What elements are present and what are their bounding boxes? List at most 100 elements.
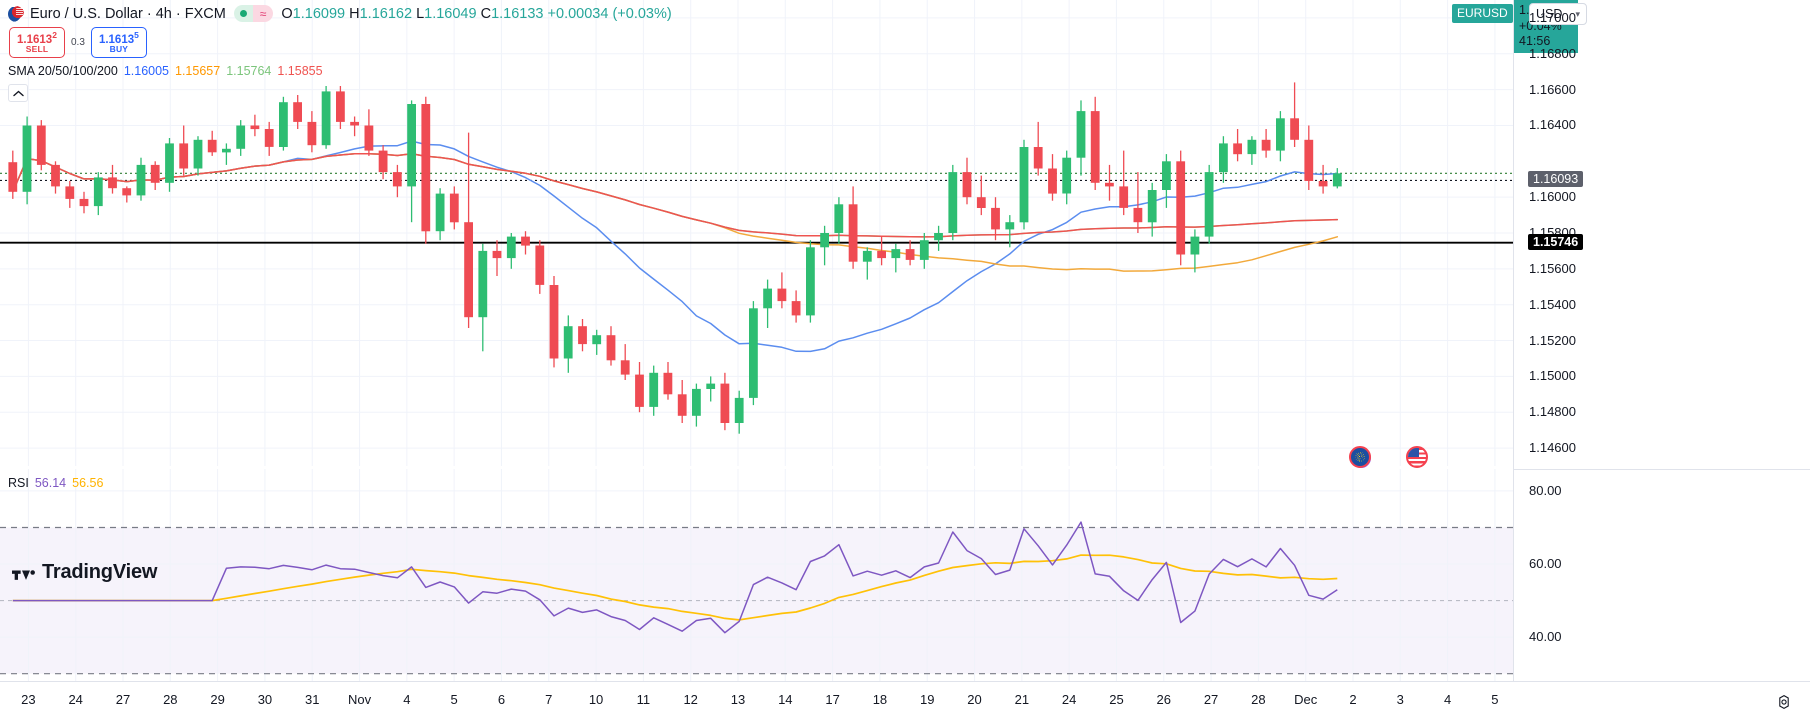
sma-value-3: 1.15855: [277, 64, 323, 78]
sma-value-1: 1.15657: [175, 64, 221, 78]
symbol-title[interactable]: Euro / U.S. Dollar · 4h · FXCM: [30, 5, 226, 22]
low-value: 1.16049: [424, 5, 477, 22]
rsi-indicator-pane[interactable]: [0, 469, 1513, 681]
price-chart-canvas: [0, 0, 1513, 466]
gear-icon[interactable]: [1776, 694, 1792, 710]
rsi-value-0: 56.14: [34, 476, 67, 490]
open-value: 1.16099: [292, 5, 346, 22]
sell-price: 1.16132: [17, 29, 57, 46]
time-tick-5[interactable]: 30: [257, 692, 273, 707]
sell-label: SELL: [25, 44, 49, 55]
time-tick-15[interactable]: 13: [730, 692, 746, 707]
rsi-tick-2: 40.00: [1529, 629, 1562, 645]
time-tick-28[interactable]: 2: [1349, 692, 1357, 707]
rsi-chart-canvas: [0, 469, 1513, 681]
ohlc-values: O1.16099 H1.16162 L1.16049 C1.16133 +0.0…: [281, 6, 671, 22]
time-tick-21[interactable]: 21: [1014, 692, 1030, 707]
buy-button[interactable]: 1.16135 BUY: [90, 27, 147, 58]
time-tick-20[interactable]: 20: [967, 692, 982, 707]
time-tick-6[interactable]: 31: [304, 692, 320, 707]
time-tick-13[interactable]: 11: [636, 692, 651, 707]
time-tick-9[interactable]: 5: [450, 692, 458, 707]
time-tick-3[interactable]: 28: [163, 692, 178, 707]
time-scale-axis[interactable]: 23 24 27 28 29 30 31 Nov 4 5 6 7 10 11 12 13 14 17 18 19 20 2…: [0, 681, 1810, 722]
time-tick-30[interactable]: 4: [1443, 692, 1452, 707]
spread-value: 0.3: [71, 37, 85, 48]
change-percent: (+0.03%): [612, 5, 672, 22]
us-flag-event[interactable]: [1406, 446, 1428, 468]
time-tick-23[interactable]: 25: [1109, 692, 1124, 707]
sma-indicator-legend[interactable]: SMA 20/50/100/200 1.16005 1.15657 1.15764 1…: [8, 64, 329, 78]
time-tick-11[interactable]: 7: [545, 692, 553, 707]
sma-value-0: 1.16005: [123, 64, 169, 78]
buy-label: BUY: [109, 44, 129, 55]
tradingview-watermark: TradingView: [12, 561, 157, 584]
price-tick-11: 1.14600: [1529, 440, 1576, 456]
buy-price: 1.16135: [98, 29, 139, 46]
time-tick-10[interactable]: 6: [497, 692, 506, 707]
time-tick-8[interactable]: 4: [403, 692, 411, 707]
time-tick-24[interactable]: 26: [1156, 692, 1171, 707]
open-label: O: [281, 5, 293, 22]
rsi-indicator-legend[interactable]: RSI 56.14 56.56: [8, 476, 109, 490]
time-tick-25[interactable]: 27: [1203, 692, 1219, 707]
rsi-legend-name: RSI: [8, 476, 29, 490]
buy-sell-widget: 1.16132 SELL 0.3 1.16135 BUY: [9, 27, 147, 58]
change-absolute: +0.00034: [547, 5, 609, 22]
price-tick-9: 1.15000: [1529, 368, 1576, 384]
horizontal-line-price-badge[interactable]: 1.15746: [1528, 233, 1584, 250]
price-tick-0: 1.17000: [1529, 9, 1576, 25]
time-tick-17[interactable]: 17: [825, 692, 840, 707]
rsi-value-1: 56.56: [72, 476, 104, 490]
rsi-legend-values: 56.14 56.56: [35, 476, 110, 490]
chevron-down-icon: ▾: [1575, 8, 1580, 19]
axis-divider: [1513, 469, 1810, 470]
low-label: L: [416, 5, 425, 22]
time-tick-14[interactable]: 12: [683, 692, 698, 707]
time-tick-26[interactable]: 28: [1251, 692, 1266, 707]
currency-label: USD: [1536, 7, 1563, 21]
currency-selector[interactable]: USD ▾: [1529, 3, 1587, 25]
time-tick-1[interactable]: 24: [68, 692, 83, 707]
eu-flag-event[interactable]: [1349, 446, 1371, 468]
time-tick-7[interactable]: Nov: [347, 692, 372, 707]
indicator-pills[interactable]: ≈: [233, 5, 274, 22]
rsi-tick-1: 60.00: [1529, 556, 1562, 572]
time-tick-31[interactable]: 5: [1491, 692, 1499, 707]
price-tick-8: 1.15200: [1529, 332, 1576, 348]
price-tick-6: 1.15600: [1529, 260, 1576, 276]
time-tick-22[interactable]: 24: [1061, 692, 1077, 707]
time-tick-0[interactable]: 23: [21, 692, 36, 707]
close-value: 1.16133: [491, 5, 544, 22]
sma-legend-values: 1.16005 1.15657 1.15764 1.15855: [124, 64, 329, 78]
rsi-tick-0: 80.00: [1529, 482, 1562, 498]
time-tick-18[interactable]: 18: [872, 692, 888, 707]
price-chart-pane[interactable]: [0, 0, 1513, 466]
crosshair-price-badge: 1.16093: [1528, 171, 1584, 188]
time-tick-29[interactable]: 3: [1396, 692, 1404, 707]
watermark-text: TradingView: [42, 561, 158, 583]
time-tick-12[interactable]: 10: [588, 692, 604, 707]
market-open-dot-icon[interactable]: [233, 5, 253, 22]
sma-legend-name: SMA 20/50/100/200: [8, 64, 118, 78]
time-tick-4[interactable]: 29: [210, 692, 225, 707]
symbol-badge: EURUSD: [1452, 4, 1513, 23]
price-tick-7: 1.15400: [1529, 296, 1576, 312]
eurusd-flag-icon: [8, 5, 24, 22]
time-tick-27[interactable]: Dec: [1294, 692, 1318, 707]
price-tick-3: 1.16400: [1529, 117, 1576, 133]
time-tick-19[interactable]: 19: [919, 692, 935, 707]
time-tick-16[interactable]: 14: [778, 692, 793, 707]
chart-legend-header: Euro / U.S. Dollar · 4h · FXCM ≈ O1.1609…: [8, 5, 672, 22]
tradingview-logo-icon: [12, 570, 35, 580]
sma-value-2: 1.15764: [226, 64, 272, 78]
sell-button[interactable]: 1.16132 SELL: [9, 27, 65, 58]
price-scale-axis[interactable]: USD ▾ 1.17000 1.16800 1.16600 1.16400 1.1600…: [1452, 0, 1810, 681]
price-tick-1: 1.16800: [1529, 45, 1576, 61]
high-value: 1.16162: [359, 5, 413, 22]
chevron-up-icon[interactable]: [8, 84, 28, 102]
price-tick-2: 1.16600: [1529, 81, 1576, 97]
time-tick-2[interactable]: 27: [115, 692, 131, 707]
data-source-wave-icon[interactable]: ≈: [252, 5, 274, 22]
